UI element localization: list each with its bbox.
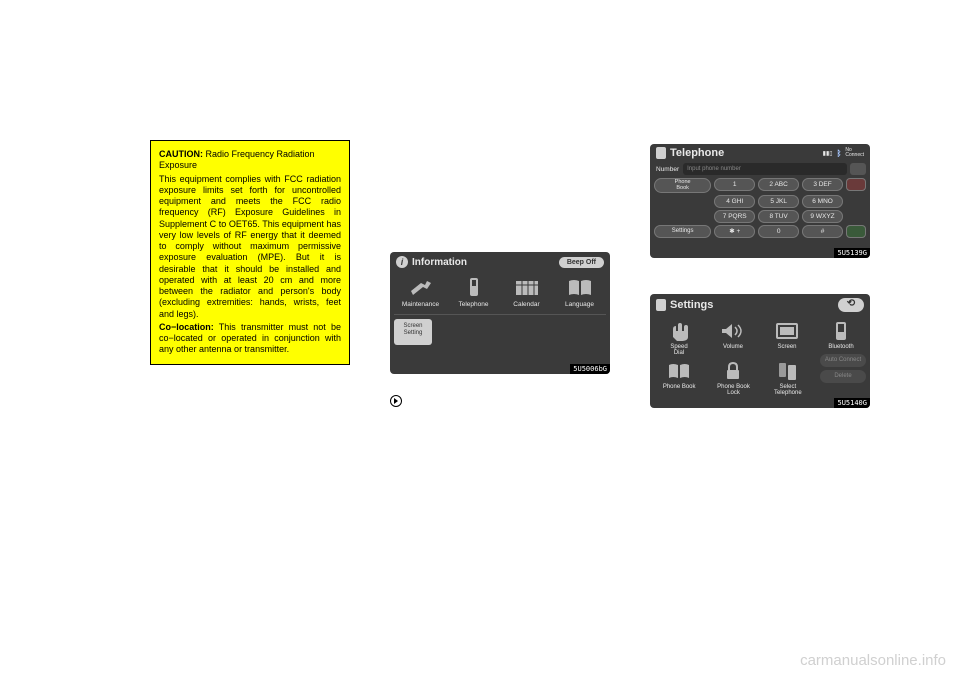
set-item-label: Phone Book Lock bbox=[708, 384, 758, 396]
telephone-title: Telephone bbox=[670, 147, 724, 159]
speaker-button[interactable] bbox=[850, 163, 866, 175]
book-icon bbox=[665, 360, 693, 382]
phonebook-lock-button[interactable]: Phone Book Lock bbox=[708, 360, 758, 396]
play-icon bbox=[390, 395, 402, 407]
screen-icon bbox=[773, 320, 801, 342]
side-pills: Auto Connect Delete bbox=[820, 354, 866, 386]
phonebook-button[interactable]: Phone Book bbox=[654, 178, 711, 193]
key-star[interactable]: ✱ + bbox=[714, 225, 755, 238]
info-item-label: Telephone bbox=[450, 301, 498, 308]
screen-button[interactable]: Screen bbox=[762, 320, 812, 356]
caution-title: CAUTION: Radio Frequency Radiation Expos… bbox=[159, 149, 341, 172]
key-0[interactable]: 0 bbox=[758, 225, 799, 238]
set-item-label: Bluetooth bbox=[816, 344, 866, 350]
bluetooth-button[interactable]: Bluetooth bbox=[816, 320, 866, 356]
volume-button[interactable]: Volume bbox=[708, 320, 758, 356]
key-8[interactable]: 8 TUV bbox=[758, 210, 799, 223]
caution-body: This equipment complies with FCC radiati… bbox=[159, 174, 341, 320]
beep-off-button[interactable]: Beep Off bbox=[559, 257, 604, 268]
settings-button[interactable]: Settings bbox=[654, 225, 711, 238]
key-4[interactable]: 4 GHI bbox=[714, 195, 755, 208]
info-item-calendar[interactable]: Calendar bbox=[503, 276, 551, 308]
info-icon: i bbox=[396, 256, 408, 268]
caution-label: CAUTION: bbox=[159, 149, 203, 159]
settings-screen: Settings ⟲ Speed Dial Volume bbox=[650, 294, 870, 408]
settings-grid: Speed Dial Volume Screen bbox=[650, 316, 870, 404]
information-screen: i Information Beep Off Maintenance Telep… bbox=[390, 252, 610, 374]
info-footer: Screen Setting bbox=[390, 315, 610, 349]
calendar-icon bbox=[511, 276, 543, 298]
key-2[interactable]: 2 ABC bbox=[758, 178, 799, 191]
telephone-screen: Telephone ▮▮▯ ᛒ NoConnect Number Input p… bbox=[650, 144, 870, 258]
call-button[interactable] bbox=[846, 225, 866, 238]
auto-connect-button[interactable]: Auto Connect bbox=[820, 354, 866, 367]
settings-header: Settings ⟲ bbox=[650, 294, 870, 316]
info-grid: Maintenance Telephone Calendar bbox=[390, 270, 610, 314]
info-title: Information bbox=[412, 257, 467, 268]
info-header: i Information Beep Off bbox=[390, 252, 610, 270]
phone-icon bbox=[458, 276, 490, 298]
keypad: Phone Book 1 2 ABC 3 DEF 4 GHI 5 JKL 6 M… bbox=[650, 178, 870, 243]
phone-icon bbox=[656, 147, 666, 159]
key-5[interactable]: 5 JKL bbox=[758, 195, 799, 208]
right-column: Telephone ▮▮▯ ᛒ NoConnect Number Input p… bbox=[650, 140, 870, 510]
key-6[interactable]: 6 MNO bbox=[802, 195, 843, 208]
settings-title: Settings bbox=[670, 299, 713, 311]
info-item-label: Calendar bbox=[503, 301, 551, 308]
lock-icon bbox=[719, 360, 747, 382]
info-item-maintenance[interactable]: Maintenance bbox=[397, 276, 445, 308]
status-area: ▮▮▯ ᛒ NoConnect bbox=[823, 148, 864, 158]
select-phone-icon bbox=[774, 360, 802, 382]
volume-icon bbox=[719, 320, 747, 342]
telephone-header: Telephone ▮▮▯ ᛒ NoConnect bbox=[650, 144, 870, 162]
middle-column: i Information Beep Off Maintenance Telep… bbox=[390, 140, 610, 510]
watermark: carmanualsonline.info bbox=[800, 652, 946, 669]
number-row: Number Input phone number bbox=[650, 162, 870, 178]
bluetooth-phone-icon bbox=[827, 320, 855, 342]
phonebook-button[interactable]: Phone Book bbox=[654, 360, 704, 396]
info-item-label: Maintenance bbox=[397, 301, 445, 308]
image-number: 5U5006bG bbox=[570, 364, 610, 374]
wrench-icon bbox=[405, 276, 437, 298]
key-9[interactable]: 9 WXYZ bbox=[802, 210, 843, 223]
set-item-label: Speed Dial bbox=[654, 344, 704, 356]
connect-status: NoConnect bbox=[845, 148, 864, 158]
caution-box: CAUTION: Radio Frequency Radiation Expos… bbox=[150, 140, 350, 365]
info-item-label: Language bbox=[556, 301, 604, 308]
status-bars-icon: ▮▮▯ bbox=[823, 150, 833, 157]
set-item-label: Select Telephone bbox=[763, 384, 813, 396]
left-column: CAUTION: Radio Frequency Radiation Expos… bbox=[150, 140, 350, 510]
phone-number-input[interactable]: Input phone number bbox=[683, 163, 847, 175]
key-1[interactable]: 1 bbox=[714, 178, 755, 191]
key-3[interactable]: 3 DEF bbox=[802, 178, 843, 191]
hangup-button[interactable] bbox=[846, 178, 866, 191]
caution-colocation: Co−location: This transmitter must not b… bbox=[159, 322, 341, 356]
key-7[interactable]: 7 PQRS bbox=[714, 210, 755, 223]
hand-icon bbox=[665, 320, 693, 342]
key-hash[interactable]: # bbox=[802, 225, 843, 238]
select-telephone-button[interactable]: Select Telephone bbox=[763, 360, 813, 396]
book-icon bbox=[564, 276, 596, 298]
number-label: Number bbox=[656, 166, 679, 173]
set-item-label: Screen bbox=[762, 344, 812, 350]
info-item-telephone[interactable]: Telephone bbox=[450, 276, 498, 308]
delete-button[interactable]: Delete bbox=[820, 370, 866, 383]
speed-dial-button[interactable]: Speed Dial bbox=[654, 320, 704, 356]
image-number: 5U5139G bbox=[834, 248, 870, 258]
screen-setting-button[interactable]: Screen Setting bbox=[394, 319, 432, 345]
info-item-language[interactable]: Language bbox=[556, 276, 604, 308]
set-item-label: Phone Book bbox=[654, 384, 704, 390]
bluetooth-icon: ᛒ bbox=[837, 149, 842, 158]
set-item-label: Volume bbox=[708, 344, 758, 350]
phone-icon bbox=[656, 299, 666, 311]
colocation-label: Co−location: bbox=[159, 322, 214, 332]
back-button[interactable]: ⟲ bbox=[838, 298, 864, 312]
image-number: 5U5140G bbox=[834, 398, 870, 408]
